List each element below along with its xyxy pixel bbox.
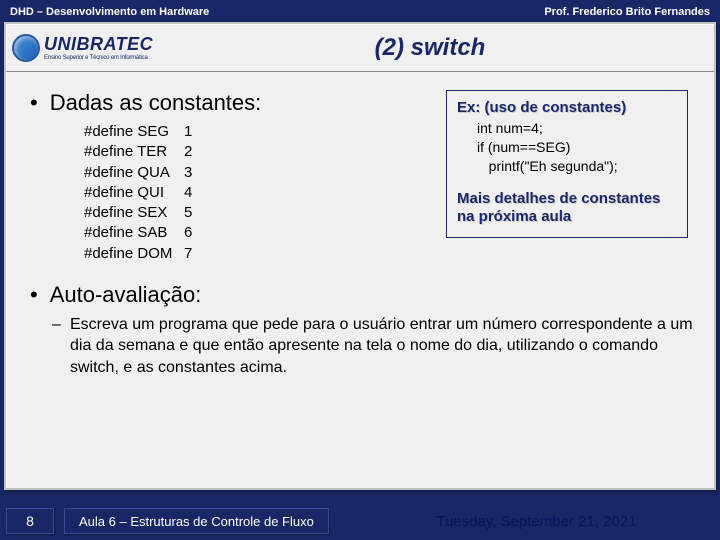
example-title: Ex: (uso de constantes) bbox=[457, 99, 677, 116]
auto-text: Escreva um programa que pede para o usuá… bbox=[70, 316, 693, 376]
footer: 8 Aula 6 – Estruturas de Controle de Flu… bbox=[0, 506, 720, 540]
bullet-dot: • bbox=[30, 90, 38, 116]
topbar-right: Prof. Frederico Brito Fernandes bbox=[544, 6, 710, 18]
dash: – bbox=[52, 314, 70, 336]
define-row: #define DOM7 bbox=[84, 244, 694, 264]
topbar-left: DHD – Desenvolvimento em Hardware bbox=[10, 6, 209, 18]
content-area: • Dadas as constantes: #define SEG1 #def… bbox=[6, 72, 714, 389]
header-row: UNIBRATEC Ensino Superior e Técnico em I… bbox=[6, 24, 714, 72]
logo-sub: Ensino Superior e Técnico em Informática bbox=[44, 55, 153, 61]
bullet-dot: • bbox=[30, 282, 38, 308]
auto-section: • Auto-avaliação: –Escreva um programa q… bbox=[30, 282, 694, 379]
main-panel: UNIBRATEC Ensino Superior e Técnico em I… bbox=[4, 22, 716, 490]
bullet-text: Dadas as constantes: bbox=[50, 90, 262, 116]
footer-date: Tuesday, September 21, 2021 bbox=[339, 513, 714, 530]
example-note: Mais detalhes de constantes na próxima a… bbox=[457, 190, 677, 228]
logo-text: UNIBRATEC Ensino Superior e Técnico em I… bbox=[44, 34, 153, 61]
logo-icon bbox=[12, 34, 40, 62]
top-bar: DHD – Desenvolvimento em Hardware Prof. … bbox=[4, 4, 716, 22]
logo: UNIBRATEC Ensino Superior e Técnico em I… bbox=[6, 31, 226, 65]
lesson-title: Aula 6 – Estruturas de Controle de Fluxo bbox=[64, 508, 329, 534]
bullet-auto: • Auto-avaliação: bbox=[30, 282, 694, 308]
example-code: int num=4; if (num==SEG) printf("Eh segu… bbox=[477, 119, 677, 176]
page-number: 8 bbox=[6, 508, 54, 534]
auto-title: Auto-avaliação: bbox=[50, 282, 202, 308]
auto-sub: –Escreva um programa que pede para o usu… bbox=[70, 314, 694, 379]
slide-outer: DHD – Desenvolvimento em Hardware Prof. … bbox=[0, 0, 720, 540]
slide-title: (2) switch bbox=[226, 34, 714, 62]
logo-main: UNIBRATEC bbox=[44, 34, 153, 55]
example-box: Ex: (uso de constantes) int num=4; if (n… bbox=[446, 90, 688, 238]
